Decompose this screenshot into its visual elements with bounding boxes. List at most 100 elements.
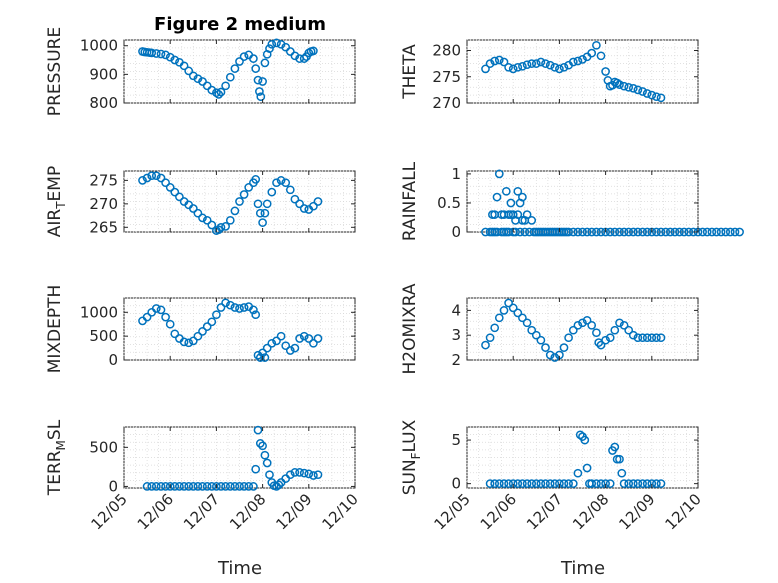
data-point	[605, 479, 615, 488]
data-point	[309, 338, 318, 348]
data-point	[272, 38, 281, 48]
data-point	[202, 482, 212, 491]
data-point	[582, 315, 592, 325]
data-point	[161, 178, 170, 188]
data-point	[225, 482, 235, 491]
x-tick-label: 12/06	[477, 490, 520, 533]
data-point	[485, 479, 495, 488]
data-point	[531, 479, 541, 488]
data-point	[299, 468, 309, 478]
data-point	[285, 185, 295, 195]
data-point	[596, 479, 606, 488]
data-point	[265, 470, 274, 480]
subplot-h2omixra: 2 3 4 H2OMIXRA	[400, 283, 699, 375]
data-point	[656, 93, 666, 103]
data-point	[249, 305, 258, 315]
data-point	[161, 482, 170, 491]
data-point	[175, 482, 184, 491]
data-point	[235, 57, 244, 66]
data-point	[522, 60, 532, 70]
data-point	[230, 206, 240, 216]
data-point	[522, 318, 532, 328]
data-point	[494, 313, 504, 323]
y-tick-label: 1	[451, 165, 461, 183]
data-point	[492, 192, 502, 202]
data-point	[170, 329, 180, 339]
data-point	[564, 227, 573, 237]
data-point	[253, 75, 263, 85]
data-point	[235, 197, 244, 206]
y-tick-label: 270	[89, 195, 118, 213]
y-axis-label: MIXDEPTH	[45, 285, 65, 374]
data-point	[541, 59, 550, 68]
y-tick-label: 0	[451, 475, 461, 493]
data-point	[304, 469, 314, 479]
data-point	[260, 58, 270, 68]
data-point	[578, 55, 587, 64]
data-point	[175, 192, 184, 202]
data-point	[656, 333, 666, 343]
data-point	[147, 48, 157, 58]
data-point	[216, 482, 226, 491]
data-point	[642, 227, 652, 237]
x-tick-label: 12/05	[88, 490, 131, 533]
data-point	[499, 57, 509, 67]
data-point	[309, 46, 318, 56]
data-point	[716, 227, 726, 237]
data-point	[272, 336, 281, 346]
data-point	[235, 304, 244, 313]
data-point	[198, 482, 207, 491]
data-point	[170, 482, 180, 491]
data-point	[587, 479, 597, 488]
data-point	[596, 340, 606, 350]
data-point	[511, 227, 520, 237]
data-point	[309, 471, 318, 480]
data-point	[536, 57, 546, 67]
data-point	[642, 89, 652, 98]
data-point	[309, 201, 318, 211]
data-point	[147, 171, 157, 181]
data-point	[504, 479, 513, 488]
data-point	[647, 90, 657, 100]
y-tick-label: 1000	[80, 37, 118, 55]
data-point	[615, 454, 624, 464]
data-point	[504, 62, 513, 72]
data-point	[642, 479, 652, 488]
data-point	[165, 319, 175, 329]
data-point	[624, 82, 634, 92]
x-tick-label: 12/07	[523, 490, 566, 533]
data-point	[536, 479, 546, 488]
data-point	[575, 430, 585, 440]
data-point	[212, 88, 221, 98]
data-point	[207, 220, 217, 230]
data-point	[559, 62, 569, 72]
data-point	[214, 90, 224, 99]
data-point	[151, 482, 161, 491]
data-point	[541, 343, 550, 352]
data-point	[624, 227, 634, 237]
data-point	[652, 479, 661, 488]
y-tick-label: 0	[108, 477, 118, 495]
y-tick-label: 500	[89, 438, 118, 456]
data-point	[221, 482, 230, 491]
data-point	[592, 40, 601, 50]
data-point	[485, 59, 495, 68]
data-point	[615, 318, 624, 328]
data-point	[652, 92, 661, 102]
data-point	[550, 479, 560, 488]
data-point	[638, 87, 647, 96]
data-point	[624, 325, 634, 335]
y-tick-label: 1000	[80, 303, 118, 321]
data-point	[285, 346, 295, 355]
data-point	[518, 61, 527, 71]
data-point	[156, 482, 166, 491]
data-point	[256, 92, 266, 102]
y-tick-label: 265	[89, 218, 118, 236]
data-point	[675, 227, 684, 237]
data-point	[578, 227, 587, 237]
data-point	[290, 468, 300, 477]
data-point	[313, 470, 323, 480]
data-point	[142, 173, 152, 183]
data-point	[221, 81, 230, 91]
